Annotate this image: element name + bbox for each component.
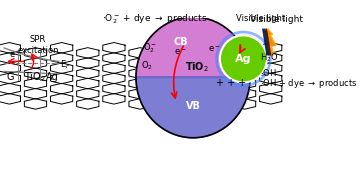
Text: CB: CB [173,37,188,47]
Text: Visible light: Visible light [251,15,303,24]
Text: Visible light: Visible light [236,14,285,23]
Text: + + +: + + + [216,78,246,88]
Text: G: G [7,72,14,82]
Text: e$^-$: e$^-$ [9,50,22,60]
Circle shape [220,35,267,82]
Text: Ag: Ag [235,54,252,64]
Text: $\cdot$OH: $\cdot$OH [260,67,277,78]
Polygon shape [266,29,274,55]
Text: $\cdot$OH + dye $\rightarrow$ products: $\cdot$OH + dye $\rightarrow$ products [260,77,357,90]
Text: O$_2$: O$_2$ [141,60,153,72]
Text: TiO$_2$: TiO$_2$ [23,70,45,84]
Text: Ag: Ag [46,72,59,82]
Text: VB: VB [186,101,201,111]
Polygon shape [264,29,273,55]
Text: H$_2$O: H$_2$O [260,52,279,64]
Polygon shape [268,29,276,55]
Text: O$_2^-$: O$_2^-$ [143,42,157,55]
Text: TiO$_2$: TiO$_2$ [185,61,209,74]
Text: SPR
excitation: SPR excitation [17,35,59,55]
Text: e$^-$: e$^-$ [208,45,220,54]
Ellipse shape [136,17,250,138]
Text: e$^-$: e$^-$ [174,47,187,57]
Text: E$_F$: E$_F$ [60,59,71,71]
Text: $\cdot$O$_2^-$ + dye $\rightarrow$ products: $\cdot$O$_2^-$ + dye $\rightarrow$ produ… [103,13,208,26]
Polygon shape [136,17,250,77]
Polygon shape [263,29,271,55]
Polygon shape [136,77,250,138]
